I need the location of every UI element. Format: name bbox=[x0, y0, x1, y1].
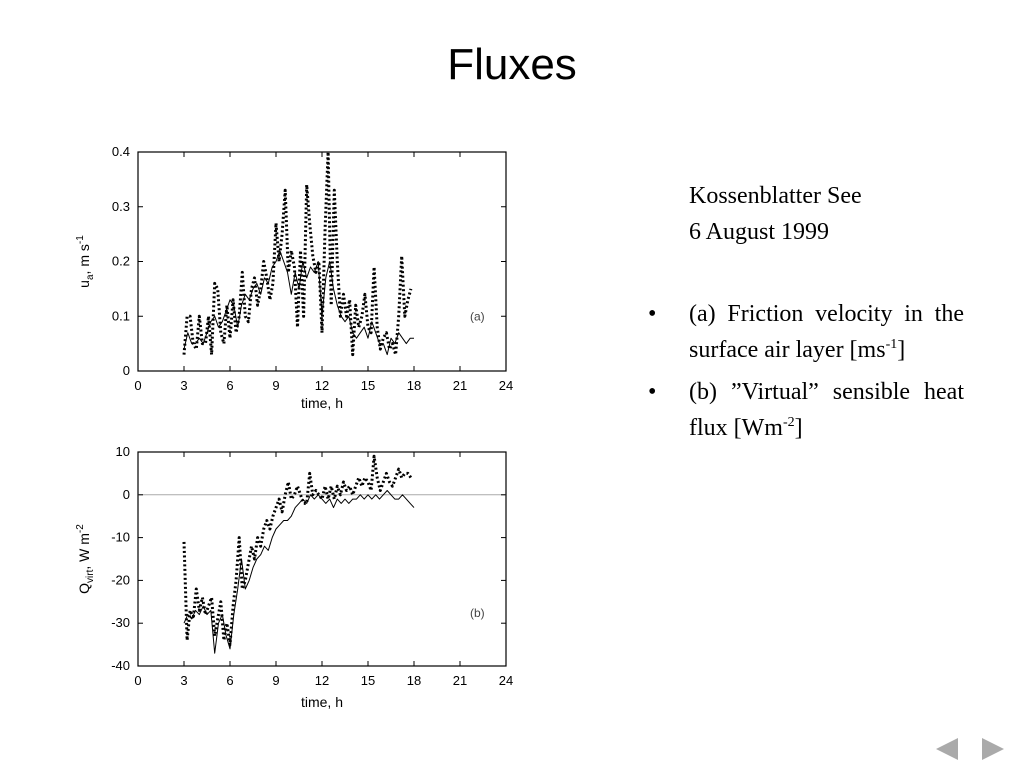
x-tick-label: 21 bbox=[453, 673, 467, 688]
y-tick-label: -40 bbox=[111, 658, 130, 673]
x-tick-label: 0 bbox=[134, 378, 141, 393]
x-tick-label: 3 bbox=[180, 378, 187, 393]
chart-panel-b: 0 3 6 9 12 15 18 21 24 -40 -30 -20 -10 0 10 time, h Qvir… bbox=[75, 444, 513, 710]
x-axis-label: time, h bbox=[301, 694, 343, 710]
y-tick-label: -10 bbox=[111, 530, 130, 545]
y-tick-label: -30 bbox=[111, 615, 130, 630]
chart-panel-a: 0 3 6 9 12 15 18 21 24 0 0.1 0.2 0.3 0.4 time, h ua, m … bbox=[75, 144, 513, 411]
y-tick-label: -20 bbox=[111, 572, 130, 587]
y-tick-label: 10 bbox=[116, 444, 130, 459]
bullet-item: • (b) ”Virtual” sensible heat flux [Wm-2] bbox=[646, 374, 964, 446]
slide-title: Fluxes bbox=[447, 40, 577, 89]
y-tick-label: 0.1 bbox=[112, 308, 130, 323]
bullet-marker: • bbox=[648, 379, 657, 405]
bullet-marker: • bbox=[648, 301, 657, 327]
plot-frame bbox=[137, 451, 507, 667]
x-tick-label: 9 bbox=[272, 378, 279, 393]
bullet-tail: ] bbox=[794, 415, 803, 441]
location-label: Kossenblatter See bbox=[689, 183, 862, 209]
bullet-superscript: -2 bbox=[782, 415, 795, 430]
y-axis-label: Qvirt, W m-2 bbox=[75, 524, 96, 594]
bullet-list: • (a) Friction velocity in the surface ai… bbox=[646, 296, 964, 446]
series-dotted-line bbox=[182, 454, 413, 647]
panel-label: (b) bbox=[470, 606, 485, 620]
x-tick-label: 3 bbox=[180, 673, 187, 688]
x-tick-label: 6 bbox=[226, 378, 233, 393]
slide-navigation bbox=[934, 738, 1008, 762]
panel-label: (a) bbox=[470, 310, 485, 324]
x-tick-label: 15 bbox=[361, 673, 375, 688]
date-label: 6 August 1999 bbox=[689, 219, 830, 245]
bullet-text: (b) ”Virtual” sensible heat flux [Wm bbox=[689, 379, 964, 441]
x-tick-label: 18 bbox=[407, 673, 421, 688]
x-tick-label: 24 bbox=[499, 378, 513, 393]
y-tick-label: 0.4 bbox=[112, 144, 130, 159]
x-tick-label: 15 bbox=[361, 378, 375, 393]
bullet-superscript: -1 bbox=[885, 337, 898, 352]
x-axis-label: time, h bbox=[301, 395, 343, 411]
x-tick-label: 18 bbox=[407, 378, 421, 393]
bullet-tail: ] bbox=[897, 337, 906, 363]
series-dotted-line bbox=[182, 150, 413, 357]
x-tick-label: 21 bbox=[453, 378, 467, 393]
flux-charts: 0 3 6 9 12 15 18 21 24 0 0.1 0.2 0.3 0.4 time, h ua, m … bbox=[62, 138, 522, 718]
x-tick-label: 9 bbox=[272, 673, 279, 688]
y-tick-label: 0 bbox=[123, 487, 130, 502]
x-tick-label: 0 bbox=[134, 673, 141, 688]
y-tick-label: 0.2 bbox=[112, 254, 130, 269]
triangle-left-icon[interactable] bbox=[936, 738, 958, 760]
x-tick-label: 24 bbox=[499, 673, 513, 688]
y-tick-label: 0.3 bbox=[112, 199, 130, 214]
series-solid-line bbox=[183, 490, 415, 654]
triangle-right-icon[interactable] bbox=[982, 738, 1004, 760]
x-tick-label: 6 bbox=[226, 673, 233, 688]
bullet-item: • (a) Friction velocity in the surface ai… bbox=[646, 296, 964, 368]
flux-charts-svg: 0 3 6 9 12 15 18 21 24 0 0.1 0.2 0.3 0.4 time, h ua, m … bbox=[75, 144, 513, 710]
x-tick-label: 12 bbox=[315, 378, 329, 393]
bullet-text: (a) Friction velocity in the surface air… bbox=[689, 301, 964, 363]
x-tick-label: 12 bbox=[315, 673, 329, 688]
info-panel: Kossenblatter See 6 August 1999 • (a) Fri… bbox=[646, 178, 964, 452]
y-axis-label: ua, m s-1 bbox=[75, 235, 96, 288]
y-tick-label: 0 bbox=[123, 363, 130, 378]
